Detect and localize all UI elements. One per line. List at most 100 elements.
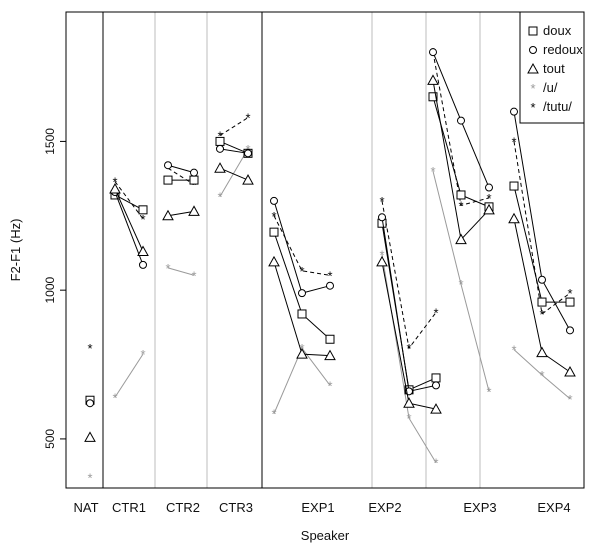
series-line (432, 171, 490, 392)
data-point: * (299, 264, 304, 279)
data-point (456, 190, 466, 200)
data-point: * (140, 347, 145, 362)
data-point (242, 174, 254, 185)
x-tick-label: CTR1 (112, 500, 146, 515)
data-point (376, 255, 388, 267)
data-point: * (379, 247, 384, 262)
data-point (190, 168, 198, 177)
x-tick-label: EXP1 (301, 500, 334, 515)
data-point (565, 297, 575, 307)
legend-marker (528, 26, 538, 36)
data-point (296, 348, 308, 359)
data-point (432, 381, 440, 390)
series-4: * * * * * * * * * * * * * * * * * * * (87, 45, 572, 356)
series-line (432, 96, 490, 208)
x-tick-label: NAT (73, 500, 98, 515)
series-line (219, 148, 249, 154)
x-tick-label: EXP3 (463, 500, 496, 515)
series-line (167, 164, 195, 174)
data-point: * (245, 111, 250, 126)
series-line (273, 215, 331, 276)
data-point: * (379, 194, 384, 209)
series-3: * * * * * * * * * * * * * * * * * * * (87, 142, 572, 486)
data-point (268, 255, 280, 267)
data-point: * (87, 341, 92, 356)
series-line (114, 181, 144, 220)
x-tick-label: EXP4 (537, 500, 570, 515)
data-point: * (140, 212, 145, 227)
legend-marker (529, 46, 537, 54)
data-point (269, 227, 279, 237)
series-line (273, 231, 331, 340)
data-point: * (217, 128, 222, 143)
data-point (215, 136, 225, 146)
series-line (167, 210, 195, 217)
series-line (219, 140, 249, 154)
data-point (403, 397, 415, 408)
legend-marker: * (530, 81, 535, 96)
series-line (114, 353, 144, 398)
data-point: * (87, 471, 92, 486)
data-point (326, 281, 334, 290)
y-tick-label: 1500 (43, 128, 57, 155)
data-point (509, 181, 519, 191)
data-point (324, 349, 336, 361)
data-point (431, 373, 441, 383)
data-point (244, 149, 252, 158)
x-tick-label: EXP2 (368, 500, 401, 515)
data-point: * (406, 411, 411, 426)
series-line (381, 254, 437, 463)
panel-separators (102, 12, 481, 488)
series-line (273, 200, 331, 294)
data-point (138, 205, 148, 215)
data-point: * (327, 378, 332, 393)
series-line (432, 80, 490, 241)
series-layer: ************************************** (84, 45, 576, 486)
data-point: * (486, 384, 491, 399)
x-tick-labels: NAT CTR1 CTR2 CTR3 EXP1 EXP2 EXP3 EXP4 (73, 500, 570, 515)
data-point (137, 245, 149, 256)
data-point (427, 74, 439, 85)
data-point (84, 431, 96, 442)
data-point (378, 213, 386, 222)
x-tick-label: CTR3 (219, 500, 253, 515)
data-point: * (327, 268, 332, 283)
data-point (188, 205, 200, 216)
y-axis: 500 1000 1500 (43, 128, 66, 449)
data-point: * (433, 305, 438, 320)
data-point: * (217, 189, 222, 204)
series-line (114, 188, 144, 252)
data-point (86, 399, 94, 408)
data-point: * (406, 341, 411, 356)
data-point: * (539, 368, 544, 383)
data-point: * (511, 134, 516, 149)
series-line (167, 267, 195, 276)
data-point (430, 403, 442, 414)
data-point: * (458, 277, 463, 292)
data-point: * (486, 191, 491, 206)
data-point (537, 297, 547, 307)
data-point (566, 326, 574, 335)
legend-label: redoux (543, 42, 583, 57)
data-point: * (165, 261, 170, 276)
data-point: * (433, 456, 438, 471)
data-point: * (112, 175, 117, 190)
legend-label: doux (543, 23, 572, 38)
data-point: * (458, 198, 463, 213)
data-point (564, 365, 576, 377)
plot-frame (65, 11, 585, 489)
data-point (297, 309, 307, 319)
data-point: * (191, 268, 196, 283)
x-axis-label: Speaker (301, 528, 350, 543)
data-point (538, 275, 546, 284)
series-line (513, 349, 571, 400)
legend-label: tout (543, 61, 565, 76)
data-point: * (191, 178, 196, 193)
series-line (381, 200, 437, 350)
data-point (510, 107, 518, 116)
data-point (298, 289, 306, 298)
data-point: * (430, 164, 435, 179)
data-point: * (271, 209, 276, 224)
series-line (219, 148, 249, 197)
